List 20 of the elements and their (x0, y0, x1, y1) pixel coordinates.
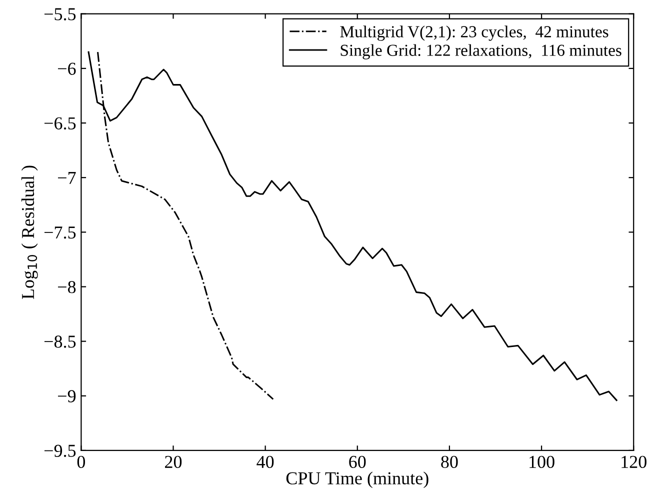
y-tick-label: −9.5 (44, 444, 76, 457)
legend-label: Single Grid: 122 relaxations, 116 minutes (340, 44, 622, 60)
y-tick-label: −7.5 (44, 226, 76, 239)
x-tick-label: 100 (530, 456, 554, 468)
y-tick-label: −7 (58, 172, 76, 184)
y-tick-label: −8.5 (44, 336, 76, 348)
x-tick-label: 120 (622, 456, 646, 468)
legend-label: Multigrid V(2,1): 23 cycles, 42 minutes (340, 26, 608, 41)
y-tick-label: −5.5 (44, 8, 76, 20)
y-tick-label: −6.5 (44, 117, 76, 130)
x-tick-label: 0 (77, 456, 86, 468)
x-tick-label: 60 (349, 456, 366, 468)
y-axis-title: Log$_{10}$ ( Residual ) (21, 166, 38, 299)
y-tick-label: −8 (58, 280, 76, 294)
x-tick-label: 20 (165, 456, 182, 468)
x-tick-label: 80 (441, 456, 458, 468)
x-tick-label: 40 (256, 456, 274, 468)
y-tick-label: −6 (58, 62, 76, 75)
y-tick-label: −9 (58, 390, 76, 402)
x-axis-title: CPU Time (minute) (286, 472, 428, 488)
